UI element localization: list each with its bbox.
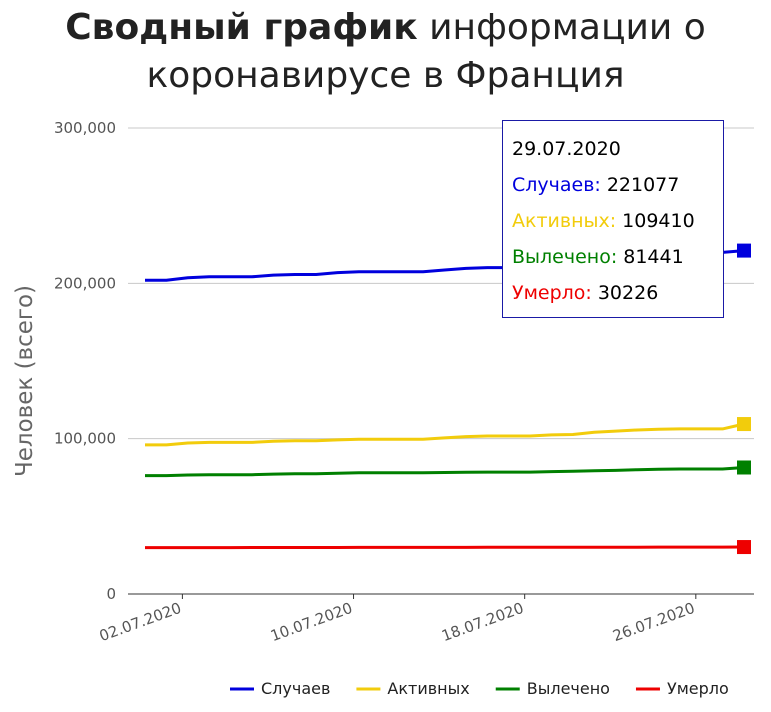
- tooltip-date: 29.07.2020: [512, 138, 621, 160]
- series-layer: [145, 243, 751, 555]
- tooltip-label: Умерло:: [512, 282, 592, 304]
- legend-label: Случаев: [261, 679, 330, 698]
- y-axis-label: Человек (всего): [12, 285, 38, 477]
- series-end-marker: [737, 417, 751, 432]
- y-tick-label: 100,000: [54, 430, 116, 448]
- chart-title: Сводный график информации о коронавирусе…: [0, 4, 771, 100]
- tooltip-row-active: Активных: 109410: [512, 207, 723, 243]
- tooltip-label: Случаев:: [512, 174, 601, 196]
- tooltip-value: 221077: [606, 174, 680, 196]
- tooltip-row-deaths: Умерло: 30226: [512, 279, 723, 315]
- series-end-marker: [737, 540, 751, 555]
- series-line: [145, 545, 745, 550]
- x-tick-label: 18.07.2020: [439, 599, 526, 645]
- x-tick-label: 02.07.2020: [97, 599, 184, 645]
- legend: Случаев Активных Вылечено Умерло: [230, 679, 729, 698]
- chart-title-bold: Сводный график: [65, 7, 418, 48]
- series-end-marker: [737, 243, 751, 258]
- legend-label: Активных: [387, 679, 469, 698]
- tooltip-row-recovered: Вылечено: 81441: [512, 243, 723, 279]
- series-line: [145, 466, 745, 478]
- series-line: [145, 422, 745, 447]
- tooltip-row-cases: Случаев: 221077: [512, 171, 723, 207]
- legend-label: Умерло: [667, 679, 729, 698]
- x-tick-label: 26.07.2020: [610, 599, 697, 645]
- hover-tooltip: 29.07.2020 Случаев: 221077 Активных: 10941…: [502, 120, 724, 318]
- y-tick-label: 200,000: [54, 274, 116, 292]
- tooltip-value: 30226: [597, 282, 659, 304]
- x-tick-label: 10.07.2020: [268, 599, 355, 645]
- tooltip-value: 109410: [622, 210, 695, 232]
- legend-label: Вылечено: [527, 679, 610, 698]
- chart-title-rest: информации о коронавирусе в Франция: [146, 7, 706, 96]
- tooltip-value: 81441: [623, 246, 684, 268]
- y-tick-label: 300,000: [54, 119, 116, 137]
- tooltip-label: Вылечено:: [512, 246, 618, 268]
- tooltip-label: Активных:: [512, 210, 617, 232]
- series-end-marker: [737, 460, 751, 475]
- y-tick-label: 0: [106, 585, 116, 603]
